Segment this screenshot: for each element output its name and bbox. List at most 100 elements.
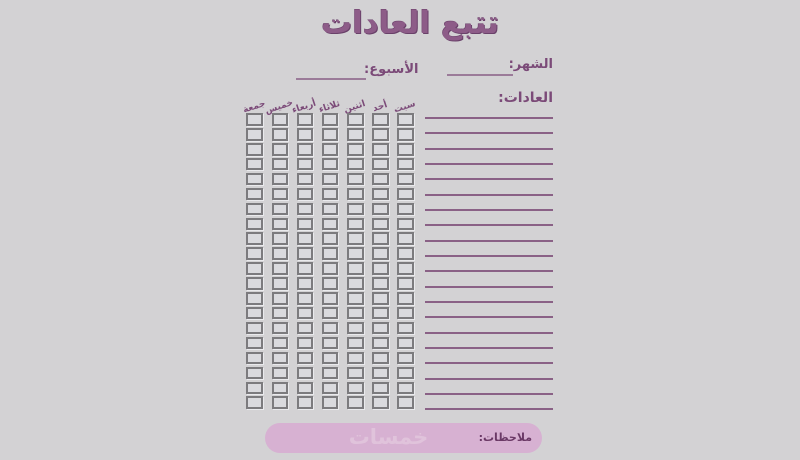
habit-checkbox[interactable] xyxy=(397,366,414,380)
habit-line[interactable] xyxy=(425,288,553,303)
habit-checkbox[interactable] xyxy=(296,232,314,245)
habit-checkbox[interactable] xyxy=(397,247,414,260)
habit-checkbox[interactable] xyxy=(347,306,364,320)
habit-checkbox[interactable] xyxy=(321,143,339,156)
habit-checkbox[interactable] xyxy=(397,202,414,216)
habit-checkbox[interactable] xyxy=(271,336,289,350)
habit-checkbox[interactable] xyxy=(397,396,414,409)
habit-line[interactable] xyxy=(425,211,553,227)
habit-checkbox[interactable] xyxy=(372,143,389,156)
habit-line[interactable] xyxy=(425,104,553,119)
habit-checkbox[interactable] xyxy=(271,157,289,171)
habit-checkbox[interactable] xyxy=(347,351,364,365)
habit-line[interactable] xyxy=(425,349,553,365)
habit-checkbox[interactable] xyxy=(271,381,289,395)
habit-checkbox[interactable] xyxy=(321,247,339,260)
habit-checkbox[interactable] xyxy=(271,277,289,290)
habit-checkbox[interactable] xyxy=(321,202,339,216)
habit-checkbox[interactable] xyxy=(271,202,289,216)
habit-checkbox[interactable] xyxy=(271,366,289,380)
habit-checkbox[interactable] xyxy=(372,321,389,335)
habit-checkbox[interactable] xyxy=(397,217,414,231)
habit-checkbox[interactable] xyxy=(271,232,289,245)
week-fill-line[interactable] xyxy=(296,78,366,80)
habit-checkbox[interactable] xyxy=(397,143,414,156)
habit-checkbox[interactable] xyxy=(372,277,389,290)
habit-checkbox[interactable] xyxy=(372,292,389,305)
habit-checkbox[interactable] xyxy=(321,336,339,350)
habit-checkbox[interactable] xyxy=(372,217,389,231)
habit-line[interactable] xyxy=(425,165,553,181)
habit-line[interactable] xyxy=(425,150,553,165)
habit-line[interactable] xyxy=(425,364,553,380)
habit-checkbox[interactable] xyxy=(347,157,364,171)
habit-checkbox[interactable] xyxy=(246,396,263,409)
habit-checkbox[interactable] xyxy=(246,262,263,275)
habit-checkbox[interactable] xyxy=(321,321,339,335)
habit-checkbox[interactable] xyxy=(321,366,339,380)
habit-checkbox[interactable] xyxy=(246,187,263,201)
habit-checkbox[interactable] xyxy=(397,292,414,305)
habit-checkbox[interactable] xyxy=(397,351,414,365)
habit-line[interactable] xyxy=(425,119,553,135)
habit-checkbox[interactable] xyxy=(246,232,263,245)
habit-checkbox[interactable] xyxy=(321,396,339,409)
habit-checkbox[interactable] xyxy=(246,172,263,186)
habit-checkbox[interactable] xyxy=(347,187,364,201)
habit-checkbox[interactable] xyxy=(246,217,263,231)
habit-checkbox[interactable] xyxy=(321,217,339,231)
habit-checkbox[interactable] xyxy=(372,381,389,395)
habit-checkbox[interactable] xyxy=(246,381,263,395)
habit-checkbox[interactable] xyxy=(271,321,289,335)
habit-checkbox[interactable] xyxy=(321,277,339,290)
habit-checkbox[interactable] xyxy=(246,336,263,350)
habit-checkbox[interactable] xyxy=(397,306,414,320)
habit-checkbox[interactable] xyxy=(296,292,314,305)
habit-checkbox[interactable] xyxy=(347,336,364,350)
habit-checkbox[interactable] xyxy=(296,157,314,171)
habit-checkbox[interactable] xyxy=(296,396,314,409)
habit-checkbox[interactable] xyxy=(271,306,289,320)
habit-checkbox[interactable] xyxy=(397,277,414,290)
habit-checkbox[interactable] xyxy=(347,381,364,395)
habit-checkbox[interactable] xyxy=(372,187,389,201)
habit-checkbox[interactable] xyxy=(347,217,364,231)
habit-line[interactable] xyxy=(425,134,553,150)
habit-checkbox[interactable] xyxy=(321,172,339,186)
habit-line[interactable] xyxy=(425,180,553,196)
habit-line[interactable] xyxy=(425,272,553,288)
habit-checkbox[interactable] xyxy=(271,351,289,365)
habit-checkbox[interactable] xyxy=(321,157,339,171)
habit-checkbox[interactable] xyxy=(397,381,414,395)
habit-checkbox[interactable] xyxy=(372,157,389,171)
habit-checkbox[interactable] xyxy=(246,128,263,141)
habit-checkbox[interactable] xyxy=(296,366,314,380)
habit-checkbox[interactable] xyxy=(347,262,364,275)
habit-checkbox[interactable] xyxy=(321,262,339,275)
habit-checkbox[interactable] xyxy=(397,321,414,335)
habit-checkbox[interactable] xyxy=(246,277,263,290)
habit-checkbox[interactable] xyxy=(271,128,289,141)
habit-checkbox[interactable] xyxy=(347,292,364,305)
habit-checkbox[interactable] xyxy=(296,202,314,216)
habit-checkbox[interactable] xyxy=(347,202,364,216)
habit-checkbox[interactable] xyxy=(296,113,314,126)
habit-checkbox[interactable] xyxy=(321,232,339,245)
habit-checkbox[interactable] xyxy=(296,217,314,231)
habit-checkbox[interactable] xyxy=(372,262,389,275)
habit-checkbox[interactable] xyxy=(246,113,263,126)
habit-checkbox[interactable] xyxy=(246,351,263,365)
habit-checkbox[interactable] xyxy=(271,172,289,186)
habit-checkbox[interactable] xyxy=(397,232,414,245)
habit-checkbox[interactable] xyxy=(347,396,364,409)
habit-checkbox[interactable] xyxy=(397,172,414,186)
habit-checkbox[interactable] xyxy=(296,351,314,365)
habit-checkbox[interactable] xyxy=(321,292,339,305)
habit-line[interactable] xyxy=(425,334,553,349)
month-fill-line[interactable] xyxy=(447,74,513,76)
habit-checkbox[interactable] xyxy=(296,321,314,335)
habit-checkbox[interactable] xyxy=(347,277,364,290)
habit-checkbox[interactable] xyxy=(321,351,339,365)
habit-line[interactable] xyxy=(425,226,553,242)
habit-checkbox[interactable] xyxy=(347,128,364,141)
